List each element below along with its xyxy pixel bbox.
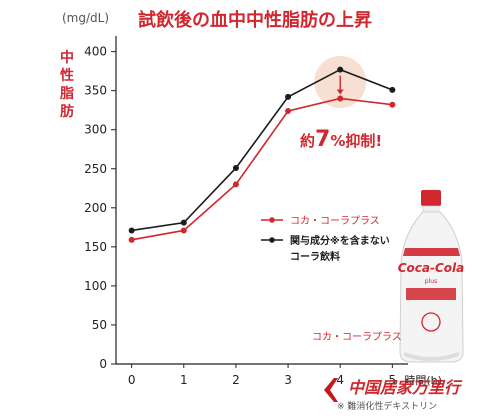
legend-item-2-line-1: 関与成分※を含まない [290,234,390,247]
reduction-value: 7 [315,127,330,152]
y-axis-title-char: 中 [60,49,74,66]
bottle-brand: Coca-Cola [398,261,465,275]
y-axis-title-char: 肪 [60,103,74,120]
x-ticks: 0 1 2 3 4 5 [128,364,396,387]
data-point-2 [128,227,135,234]
x-tick-label: 0 [128,373,136,387]
down-arrow-icon [336,75,344,95]
y-tick-label: 150 [84,240,107,254]
y-axis-title-char: 脂 [59,85,74,102]
y-tick-label: 100 [84,279,107,293]
legend-item-2-line-2: コーラ飲料 [290,250,340,263]
legend-item-1: コカ・コーラプラス [290,215,380,227]
watermark-logo: 中国居家万里行 [348,378,463,397]
y-tick-label: 300 [84,123,107,137]
bottle-sub: plus [425,278,437,285]
x-tick-label: 1 [180,373,188,387]
data-point-1 [232,181,239,188]
data-point-2 [180,219,187,226]
data-point-2 [285,93,292,100]
data-point-1 [337,95,344,102]
y-tick-label: 250 [84,162,107,176]
y-tick-label: 350 [84,84,107,98]
legend-marker-red [269,217,275,223]
data-point-2 [232,164,239,171]
data-point-1 [389,101,396,108]
y-tick-label: 50 [92,318,107,332]
y-tick-label: 400 [84,45,107,59]
legend: コカ・コーラプラス 関与成分※を含まない コーラ飲料 [261,215,390,263]
x-tick-label: 3 [284,373,292,387]
series-line-2 [131,68,393,232]
data-point-1 [180,227,187,234]
y-ticks: 0 50 100 150 200 250 300 350 400 [84,45,116,371]
x-tick-label: 5 [389,373,397,387]
footnote: ※ 難消化性デキストリン [337,400,437,412]
watermark-arrow-icon [324,378,338,402]
reduction-suffix: %抑制! [330,132,382,150]
y-tick-label: 0 [99,357,107,371]
data-point-1 [128,236,135,243]
data-point-1 [285,107,292,114]
reduction-prefix: 約 [300,132,315,150]
series-layer [128,66,396,243]
legend-marker-black [269,237,275,243]
y-axis-title-char: 性 [60,67,74,84]
series-line-1 [131,97,393,241]
chart-title: 試飲後の血中中性脂肪の上昇 [138,9,372,31]
y-unit-label: (mg/dL) [62,11,109,25]
y-tick-label: 200 [84,201,107,215]
reduction-annotation: 約7%抑制! [300,127,382,152]
data-point-2 [389,86,396,93]
product-caption: コカ・コーラプラス [312,331,402,343]
data-point-2 [337,66,344,73]
product-bottle-image: Coca-Cola plus [398,190,465,363]
x-tick-label: 4 [336,373,344,387]
x-tick-label: 2 [232,373,240,387]
x-axis-title: 時間(h) [404,374,442,387]
y-axis-title: 中 性 脂 肪 [59,49,74,120]
